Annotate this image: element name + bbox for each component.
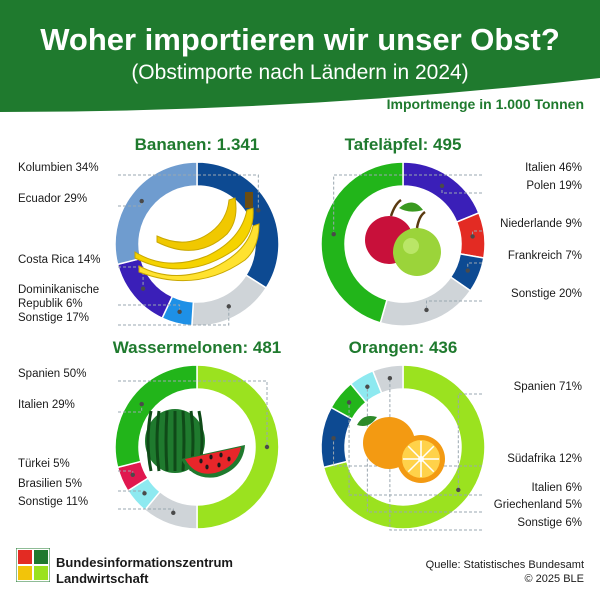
leader-line (118, 304, 181, 312)
chart-title: Tafeläpfel: 495 (345, 135, 462, 154)
slice-label: Costa Rica 14% (18, 254, 100, 266)
page-title: Woher importieren wir unser Obst? (40, 22, 560, 57)
leader-dot (456, 487, 461, 493)
leader-dot (226, 304, 231, 309)
chart-title: Orangen: 436 (349, 338, 458, 357)
slice-label: Sonstige 11% (18, 496, 88, 508)
org-line-1: Bundesinformationszentrum (56, 555, 233, 570)
slice-polen-19 (402, 161, 480, 223)
slice-label: Brasilien 5% (18, 478, 82, 490)
leader-dot (130, 472, 135, 478)
leader-line (457, 393, 482, 490)
apple-icon (365, 198, 441, 276)
leader-dot (140, 286, 146, 291)
leader-line (118, 404, 143, 413)
leader-dot (470, 234, 475, 239)
leader-dot (331, 232, 336, 237)
watermelon-icon (145, 409, 245, 478)
slice-label: Italien 46% (525, 162, 582, 174)
slice-label: Sonstige 6% (517, 517, 582, 529)
leader-line (118, 380, 268, 447)
leader-dot (264, 444, 270, 450)
leader-dot (346, 400, 352, 405)
leader-dot (171, 510, 176, 516)
slice-label: Spanien 71% (514, 381, 582, 393)
slice-spanien-71 (322, 364, 486, 530)
slice-label: Südafrika 12% (507, 453, 582, 465)
leader-dot (465, 268, 470, 273)
leader-dot (331, 436, 336, 441)
leader-dot (139, 198, 144, 204)
leader-line (118, 490, 145, 494)
leader-dot (142, 491, 147, 496)
leader-dot (424, 307, 429, 313)
slice-label: Sonstige 20% (511, 288, 582, 300)
orange-icon (357, 416, 445, 483)
leader-dot (177, 309, 182, 315)
slice-sonstige-20 (379, 276, 472, 327)
ble-logo-icon (16, 548, 50, 582)
slice-label: Italien 6% (531, 482, 582, 494)
slice-label: Kolumbien 34% (18, 162, 99, 174)
copyright-text: © 2025 BLE (524, 573, 584, 585)
slice-ecuador-29 (114, 161, 198, 266)
leader-dot (365, 384, 370, 389)
footer-source: Quelle: Statistisches Bundesamt © 2025 B… (426, 558, 584, 586)
leader-line (348, 402, 482, 496)
slice-label: Spanien 50% (18, 368, 86, 380)
slice-label: Frankreich 7% (508, 250, 582, 262)
slice-label: Griechenland 5% (494, 499, 582, 511)
slice-label: Türkei 5% (18, 458, 70, 470)
page-subtitle: (Obstimporte nach Ländern in 2024) (131, 61, 469, 84)
footer-organization: Bundesinformationszentrum Landwirtschaft (56, 555, 233, 587)
leader-line (118, 306, 230, 326)
slice-label: Niederlande 9% (500, 218, 582, 230)
leader-line (333, 438, 482, 467)
leader-dot (439, 183, 445, 189)
chart-apple: Tafeläpfel: 495 Italien 46% Polen 19% Niede… (320, 135, 582, 327)
slice-label: Polen 19% (526, 180, 582, 192)
leader-line (333, 174, 482, 235)
chart-title: Bananen: 1.341 (135, 135, 260, 154)
leader-line (118, 174, 259, 211)
leader-line (118, 266, 144, 289)
chart-banana: Bananen: 1.341 Kolumbien 34% Ecuador 29% Co… (18, 135, 280, 327)
leader-line (389, 378, 482, 531)
banana-icon (134, 192, 260, 282)
leader-dot (139, 401, 144, 407)
slice-italien-46 (320, 161, 404, 324)
leader-dot (387, 376, 393, 381)
chart-orange: Orangen: 436 Spanien 71% Südafrika 12% Ital… (320, 338, 582, 531)
leader-line (425, 300, 482, 310)
slice-label: Republik 6% (18, 298, 83, 310)
source-text: Quelle: Statistisches Bundesamt (425, 559, 584, 571)
slice-spanien-50 (196, 364, 280, 530)
unit-note: Importmenge in 1.000 Tonnen (386, 96, 584, 112)
chart-watermelon: Wassermelonen: 481 Spanien 50% Italien 29%… (18, 338, 282, 530)
header-banner: Woher importieren wir unser Obst? (Obsti… (0, 0, 600, 120)
slice-label: Sonstige 17% (18, 312, 89, 324)
slice-label: Ecuador 29% (18, 193, 87, 205)
slice-label: Italien 29% (18, 399, 75, 411)
leader-dot (256, 208, 261, 213)
chart-title: Wassermelonen: 481 (113, 338, 282, 357)
org-line-2: Landwirtschaft (56, 571, 149, 586)
slice-label: Dominikanische (18, 284, 99, 296)
header-background (0, 0, 600, 112)
slice-italien-29 (114, 364, 198, 469)
